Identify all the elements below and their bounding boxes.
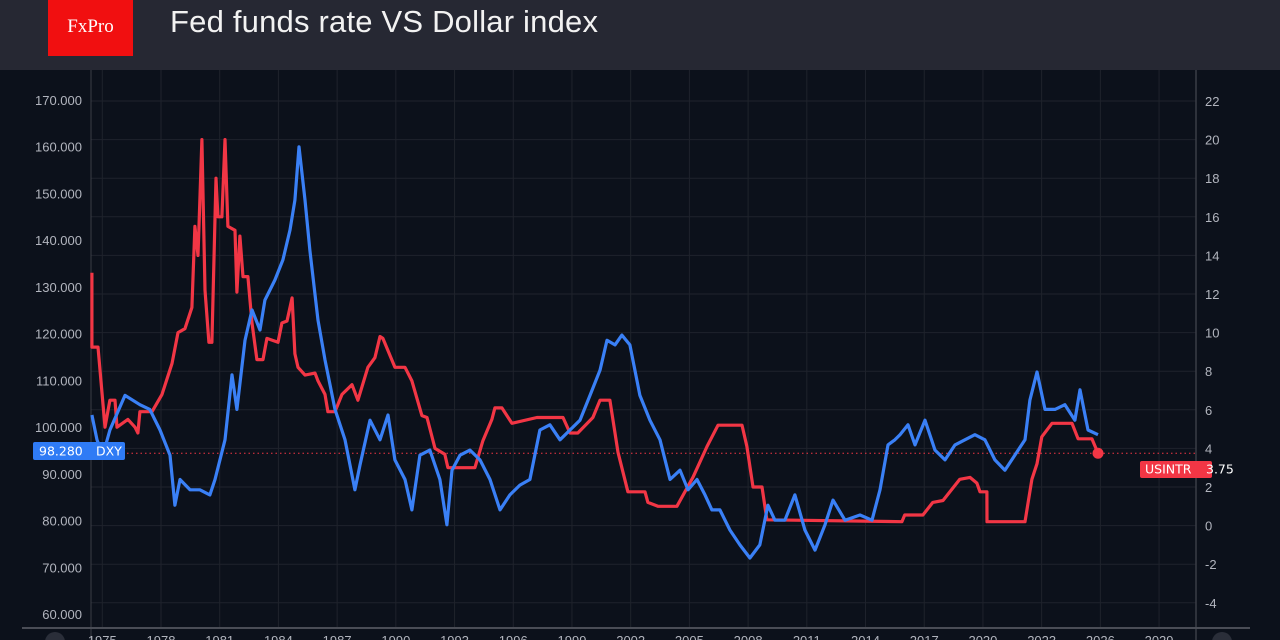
left-tick-label: 120.000: [35, 327, 82, 342]
right-tick-label: -4: [1205, 596, 1217, 611]
time-tick-label: 2029: [1145, 633, 1174, 640]
time-tick-label: 1987: [323, 633, 352, 640]
right-tick-label: -2: [1205, 557, 1217, 572]
time-tick-label: 2002: [616, 633, 645, 640]
right-tick-label: 8: [1205, 364, 1212, 379]
right-tick-label: 20: [1205, 133, 1219, 148]
chart-area[interactable]: 60.000 70.000 80.000 90.000 100.000 110.000 12…: [0, 70, 1280, 640]
right-tick-label: 4: [1205, 441, 1212, 456]
time-tick-label: 2026: [1086, 633, 1115, 640]
left-tick-label: 160.000: [35, 140, 82, 155]
series-layer: [90, 138, 1196, 560]
time-tick-label: 1978: [147, 633, 176, 640]
scroll-left-button[interactable]: [45, 632, 65, 640]
right-tick-label: 2: [1205, 480, 1212, 495]
right-axis[interactable]: -4 -2 0 2 4 6 8 10 12 14 16 18 20 22: [1205, 94, 1219, 611]
time-tick-label: 2008: [734, 633, 763, 640]
time-tick-label: 2023: [1027, 633, 1056, 640]
right-tick-label: 18: [1205, 171, 1219, 186]
left-tick-label: 70.000: [42, 560, 82, 575]
header-bar: FxPro Fed funds rate VS Dollar index: [0, 0, 1280, 70]
right-tick-label: 14: [1205, 248, 1219, 263]
usintr-line: [90, 138, 1100, 524]
right-tick-label: 12: [1205, 287, 1219, 302]
right-tick-label: 16: [1205, 210, 1219, 225]
grid: [22, 70, 1250, 640]
right-tick-label: 10: [1205, 326, 1219, 341]
time-tick-label: 1996: [499, 633, 528, 640]
time-tick-label: 2020: [968, 633, 997, 640]
scroll-right-button[interactable]: [1212, 632, 1232, 640]
time-tick-label: 1981: [205, 633, 234, 640]
left-tick-label: 170.000: [35, 93, 82, 108]
time-tick-label: 2005: [675, 633, 704, 640]
dxy-line: [90, 145, 1099, 560]
dxy-badge: [33, 442, 125, 460]
page-title: Fed funds rate VS Dollar index: [170, 4, 599, 39]
left-tick-label: 150.000: [35, 186, 82, 201]
left-tick-label: 100.000: [35, 420, 82, 435]
time-tick-label: 2017: [910, 633, 939, 640]
usintr-badge: [1140, 461, 1212, 478]
time-axis[interactable]: 1975 1978 1981 1984 1987 1990 1993 1996 1999 2002…: [45, 632, 1232, 640]
left-tick-label: 140.000: [35, 233, 82, 248]
time-tick-label: 1984: [264, 633, 293, 640]
time-tick-label: 1999: [558, 633, 587, 640]
usintr-badge-value: 3.75: [1206, 462, 1234, 477]
time-tick-label: 1990: [381, 633, 410, 640]
usintr-last-point: [1092, 447, 1104, 459]
left-axis[interactable]: 60.000 70.000 80.000 90.000 100.000 110.000 12…: [35, 93, 82, 622]
fxpro-logo: FxPro: [48, 0, 133, 56]
time-tick-label: 1975: [88, 633, 117, 640]
price-badges: 98.280 DXY USINTR 3.75: [33, 442, 1234, 478]
time-tick-label: 1993: [440, 633, 469, 640]
right-tick-label: 22: [1205, 94, 1219, 109]
time-tick-label: 2014: [851, 633, 880, 640]
time-tick-label: 2011: [793, 633, 821, 640]
right-tick-label: 0: [1205, 519, 1212, 534]
left-tick-label: 90.000: [42, 467, 82, 482]
left-tick-label: 60.000: [42, 607, 82, 622]
left-tick-label: 110.000: [36, 373, 82, 388]
dxy-badge-name: DXY: [96, 444, 122, 459]
usintr-badge-name: USINTR: [1145, 462, 1192, 477]
right-tick-label: 6: [1205, 403, 1212, 418]
dxy-badge-value: 98.280: [39, 444, 83, 459]
left-tick-label: 130.000: [35, 280, 82, 295]
left-tick-label: 80.000: [42, 514, 82, 529]
